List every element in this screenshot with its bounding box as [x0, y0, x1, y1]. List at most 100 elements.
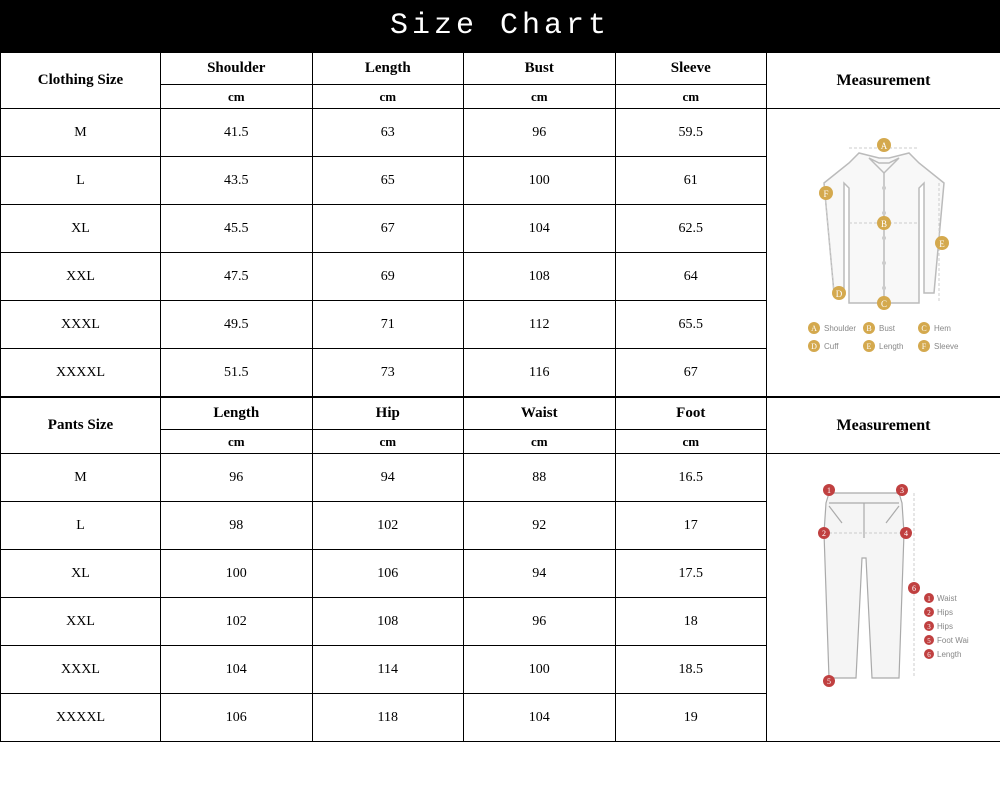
data-cell: 49.5	[161, 301, 313, 349]
data-cell: 63	[312, 109, 464, 157]
svg-text:2: 2	[927, 609, 931, 617]
svg-text:Length: Length	[937, 650, 961, 659]
svg-text:3: 3	[927, 623, 931, 631]
data-cell: 100	[161, 550, 313, 598]
data-cell: 112	[464, 301, 616, 349]
data-cell: 65.5	[615, 301, 767, 349]
size-cell: XXXL	[1, 646, 161, 694]
col-length: Length	[312, 53, 464, 85]
data-cell: 18.5	[615, 646, 767, 694]
svg-text:4: 4	[904, 529, 908, 538]
data-cell: 96	[464, 598, 616, 646]
data-cell: 106	[312, 550, 464, 598]
data-cell: 64	[615, 253, 767, 301]
svg-text:Hips: Hips	[937, 608, 953, 617]
col-shoulder: Shoulder	[161, 53, 313, 85]
size-cell: L	[1, 502, 161, 550]
data-cell: 59.5	[615, 109, 767, 157]
data-cell: 92	[464, 502, 616, 550]
size-cell: XL	[1, 205, 161, 253]
svg-text:A: A	[880, 141, 887, 151]
col-foot: Foot	[615, 398, 767, 430]
svg-text:C: C	[880, 299, 886, 309]
data-cell: 94	[464, 550, 616, 598]
data-cell: 69	[312, 253, 464, 301]
unit-cm: cm	[161, 430, 313, 454]
svg-text:E: E	[866, 342, 871, 351]
data-cell: 71	[312, 301, 464, 349]
data-cell: 65	[312, 157, 464, 205]
unit-cm: cm	[615, 85, 767, 109]
data-cell: 100	[464, 646, 616, 694]
size-cell: XXXL	[1, 301, 161, 349]
data-cell: 116	[464, 349, 616, 397]
size-cell: XXL	[1, 253, 161, 301]
svg-text:E: E	[939, 239, 945, 249]
col-pants-length: Length	[161, 398, 313, 430]
data-cell: 96	[464, 109, 616, 157]
clothing-table: Clothing Size Shoulder Length Bust Sleev…	[0, 52, 1000, 397]
svg-text:1: 1	[927, 595, 931, 603]
svg-text:2: 2	[822, 529, 826, 538]
svg-text:Cuff: Cuff	[824, 342, 839, 351]
data-cell: 114	[312, 646, 464, 694]
data-cell: 47.5	[161, 253, 313, 301]
size-cell: XXXXL	[1, 694, 161, 742]
data-cell: 118	[312, 694, 464, 742]
data-cell: 104	[161, 646, 313, 694]
data-cell: 108	[464, 253, 616, 301]
data-cell: 17	[615, 502, 767, 550]
svg-text:D: D	[835, 289, 842, 299]
pants-size-label: Pants Size	[1, 398, 161, 454]
pants-diagram: 1 3 2 4 5 6 1Waist 2Hips 3Hips 5Foot Wai…	[784, 478, 984, 718]
data-cell: 43.5	[161, 157, 313, 205]
size-cell: M	[1, 454, 161, 502]
shirt-diagram: A B C D E F AShoulder BBust CHem DCuff E…	[784, 133, 984, 373]
clothing-header-row: Clothing Size Shoulder Length Bust Sleev…	[1, 53, 1000, 85]
size-cell: XXXXL	[1, 349, 161, 397]
svg-text:Waist: Waist	[937, 594, 957, 603]
svg-text:D: D	[811, 342, 817, 351]
svg-text:B: B	[866, 324, 871, 333]
svg-text:Length: Length	[879, 342, 903, 351]
data-cell: 18	[615, 598, 767, 646]
data-cell: 41.5	[161, 109, 313, 157]
col-sleeve: Sleeve	[615, 53, 767, 85]
svg-text:Foot Wai: Foot Wai	[937, 636, 969, 645]
unit-cm: cm	[161, 85, 313, 109]
data-cell: 108	[312, 598, 464, 646]
unit-cm: cm	[312, 430, 464, 454]
data-cell: 19	[615, 694, 767, 742]
data-cell: 104	[464, 205, 616, 253]
pants-header-row: Pants Size Length Hip Waist Foot Measure…	[1, 398, 1000, 430]
col-hip: Hip	[312, 398, 464, 430]
data-cell: 67	[615, 349, 767, 397]
data-cell: 51.5	[161, 349, 313, 397]
svg-text:Shoulder: Shoulder	[824, 324, 856, 333]
data-cell: 73	[312, 349, 464, 397]
chart-title: Size Chart	[0, 0, 1000, 52]
unit-cm: cm	[464, 85, 616, 109]
pants-table: Pants Size Length Hip Waist Foot Measure…	[0, 397, 1000, 742]
data-cell: 67	[312, 205, 464, 253]
svg-text:A: A	[811, 324, 817, 333]
data-cell: 106	[161, 694, 313, 742]
svg-text:F: F	[823, 189, 828, 199]
svg-text:6: 6	[927, 651, 931, 659]
unit-cm: cm	[312, 85, 464, 109]
unit-cm: cm	[464, 430, 616, 454]
col-waist: Waist	[464, 398, 616, 430]
data-cell: 62.5	[615, 205, 767, 253]
size-cell: M	[1, 109, 161, 157]
svg-text:Hem: Hem	[934, 324, 951, 333]
col-bust: Bust	[464, 53, 616, 85]
svg-text:F: F	[921, 342, 926, 351]
unit-cm: cm	[615, 430, 767, 454]
data-cell: 102	[161, 598, 313, 646]
size-cell: XXL	[1, 598, 161, 646]
data-cell: 88	[464, 454, 616, 502]
svg-text:5: 5	[827, 677, 831, 686]
clothing-size-label: Clothing Size	[1, 53, 161, 109]
svg-text:B: B	[880, 219, 886, 229]
svg-text:Hips: Hips	[937, 622, 953, 631]
